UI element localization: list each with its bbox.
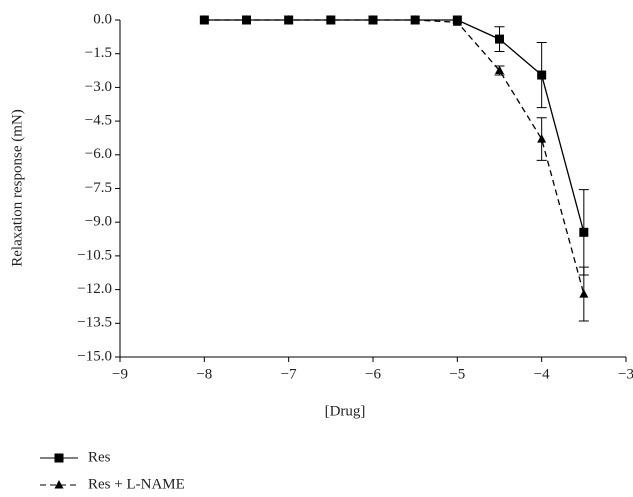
y-tick-label: 0.0 [93,11,112,27]
legend-marker [54,453,64,463]
x-tick-label: −7 [281,366,297,382]
x-axis-label: [Drug] [325,403,366,419]
legend-label: Res [88,449,111,465]
y-tick-label: −13.5 [77,315,112,331]
y-tick-label: −10.5 [77,247,112,263]
y-tick-label: −3.0 [85,79,112,95]
marker [368,15,378,24]
y-tick-label: −15.0 [77,348,112,364]
y-tick-label: −6.0 [85,146,112,162]
y-axis-label: Relaxation response (mN) [9,109,25,266]
marker [495,34,504,44]
marker [410,15,420,24]
marker [495,65,504,75]
x-tick-label: −9 [112,366,128,382]
marker [242,15,251,24]
marker [579,227,589,237]
legend-marker [54,480,64,489]
series-line [204,19,585,295]
marker [199,15,209,24]
legend-label: Res + L-NAME [88,476,185,492]
marker [452,17,462,26]
y-tick-label: −7.5 [85,180,112,196]
y-tick-label: −9.0 [85,214,112,230]
marker [579,289,589,298]
series-line [204,19,585,233]
x-tick-label: −5 [449,366,465,382]
marker [284,15,294,24]
y-tick-label: −12.0 [77,281,112,297]
x-tick-label: −6 [365,366,381,382]
y-tick-label: −4.5 [85,113,112,129]
x-tick-label: −3 [618,366,633,382]
y-tick-label: −1.5 [85,45,112,61]
marker [537,134,547,143]
x-tick-label: −8 [196,366,212,382]
marker [537,70,547,80]
x-tick-label: −4 [534,366,550,382]
marker [326,15,336,24]
